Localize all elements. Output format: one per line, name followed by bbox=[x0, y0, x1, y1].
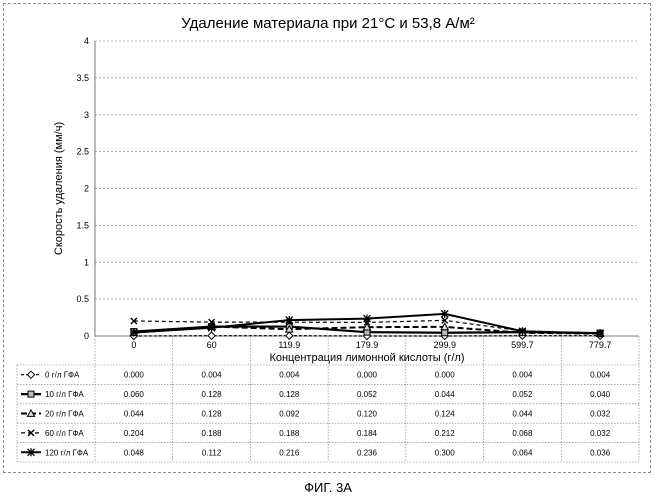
y-tick-label: 0.5 bbox=[76, 294, 89, 304]
table-cell: 0.004 bbox=[512, 371, 533, 380]
table-cell: 0.044 bbox=[435, 390, 456, 399]
table-cell: 0.216 bbox=[279, 448, 300, 457]
y-tick-label: 1 bbox=[84, 257, 89, 267]
legend-entry: 120 г/л ГФА bbox=[45, 448, 89, 457]
legend-entry: 10 г/л ГФА bbox=[45, 390, 84, 399]
table-cell: 0.052 bbox=[512, 390, 533, 399]
table-cell: 0.000 bbox=[357, 371, 378, 380]
table-cell: 0.128 bbox=[279, 390, 300, 399]
chart-title: Удаление материала при 21°C и 53,8 А/м² bbox=[181, 15, 475, 32]
x-tick-label: 599.7 bbox=[511, 340, 534, 350]
table-cell: 0.004 bbox=[202, 371, 223, 380]
table-cell: 0.004 bbox=[590, 371, 611, 380]
table-cell: 0.128 bbox=[202, 410, 223, 419]
y-tick-label: 2.5 bbox=[76, 147, 89, 157]
y-tick-label: 2 bbox=[84, 184, 89, 194]
y-tick-label: 4 bbox=[84, 36, 89, 46]
legend-key-marker bbox=[28, 391, 34, 397]
table-cell: 0.044 bbox=[124, 410, 145, 419]
x-axis-label: Концентрация лимонной кислоты (г/л) bbox=[269, 352, 464, 364]
table-cell: 0.000 bbox=[435, 371, 456, 380]
table-cell: 0.236 bbox=[357, 448, 378, 457]
data-point bbox=[442, 330, 448, 336]
table-cell: 0.212 bbox=[435, 429, 456, 438]
x-tick-label: 0 bbox=[131, 340, 136, 350]
table-cell: 0.064 bbox=[512, 448, 533, 457]
table-cell: 0.036 bbox=[590, 448, 611, 457]
table-cell: 0.188 bbox=[202, 429, 223, 438]
table-cell: 0.044 bbox=[512, 410, 533, 419]
y-axis-label: Скорость удаления (мм/ч) bbox=[53, 122, 65, 255]
table-cell: 0.032 bbox=[590, 429, 611, 438]
data-point bbox=[208, 332, 215, 339]
table-cell: 0.188 bbox=[279, 429, 300, 438]
table-cell: 0.120 bbox=[357, 410, 378, 419]
table-cell: 0.300 bbox=[435, 448, 456, 457]
data-point bbox=[286, 332, 293, 339]
x-tick-label: 779.7 bbox=[589, 340, 612, 350]
table-cell: 0.032 bbox=[590, 410, 611, 419]
table-cell: 0.004 bbox=[279, 371, 300, 380]
table-cell: 0.112 bbox=[202, 448, 222, 457]
legend-entry: 60 г/л ГФА bbox=[45, 429, 84, 438]
x-tick-label: 60 bbox=[207, 340, 217, 350]
table-cell: 0.048 bbox=[124, 448, 145, 457]
data-table: 0 г/л ГФА 0.000 0.004 0.004 0.000 0.000 0.004 0… bbox=[17, 336, 639, 462]
legend-entry: 20 г/л ГФА bbox=[45, 410, 84, 419]
table-cell: 0.068 bbox=[512, 429, 533, 438]
table-cell: 0.128 bbox=[202, 390, 223, 399]
table-cell: 0.052 bbox=[357, 390, 378, 399]
y-tick-label: 3.5 bbox=[76, 73, 89, 83]
legend-key-marker bbox=[27, 371, 34, 378]
y-tick-label: 0 bbox=[84, 331, 89, 341]
table-cell: 0.092 bbox=[279, 410, 300, 419]
table-cell: 0.000 bbox=[124, 371, 145, 380]
legend-entry: 0 г/л ГФА bbox=[45, 371, 80, 380]
table-cell: 0.060 bbox=[124, 390, 145, 399]
table-cell: 0.040 bbox=[590, 390, 611, 399]
table-cell: 0.204 bbox=[124, 429, 145, 438]
y-tick-label: 3 bbox=[84, 110, 89, 120]
x-tick-label: 179.9 bbox=[356, 340, 379, 350]
x-tick-label: 299.9 bbox=[433, 340, 456, 350]
table-cell: 0.184 bbox=[357, 429, 378, 438]
x-tick-label: 119.9 bbox=[278, 340, 300, 350]
table-cell: 0.124 bbox=[435, 410, 456, 419]
y-tick-label: 1.5 bbox=[76, 220, 89, 230]
chart: Удаление материала при 21°C и 53,8 А/м² 0… bbox=[0, 0, 656, 475]
figure-caption: ФИГ. 3А bbox=[0, 480, 656, 495]
